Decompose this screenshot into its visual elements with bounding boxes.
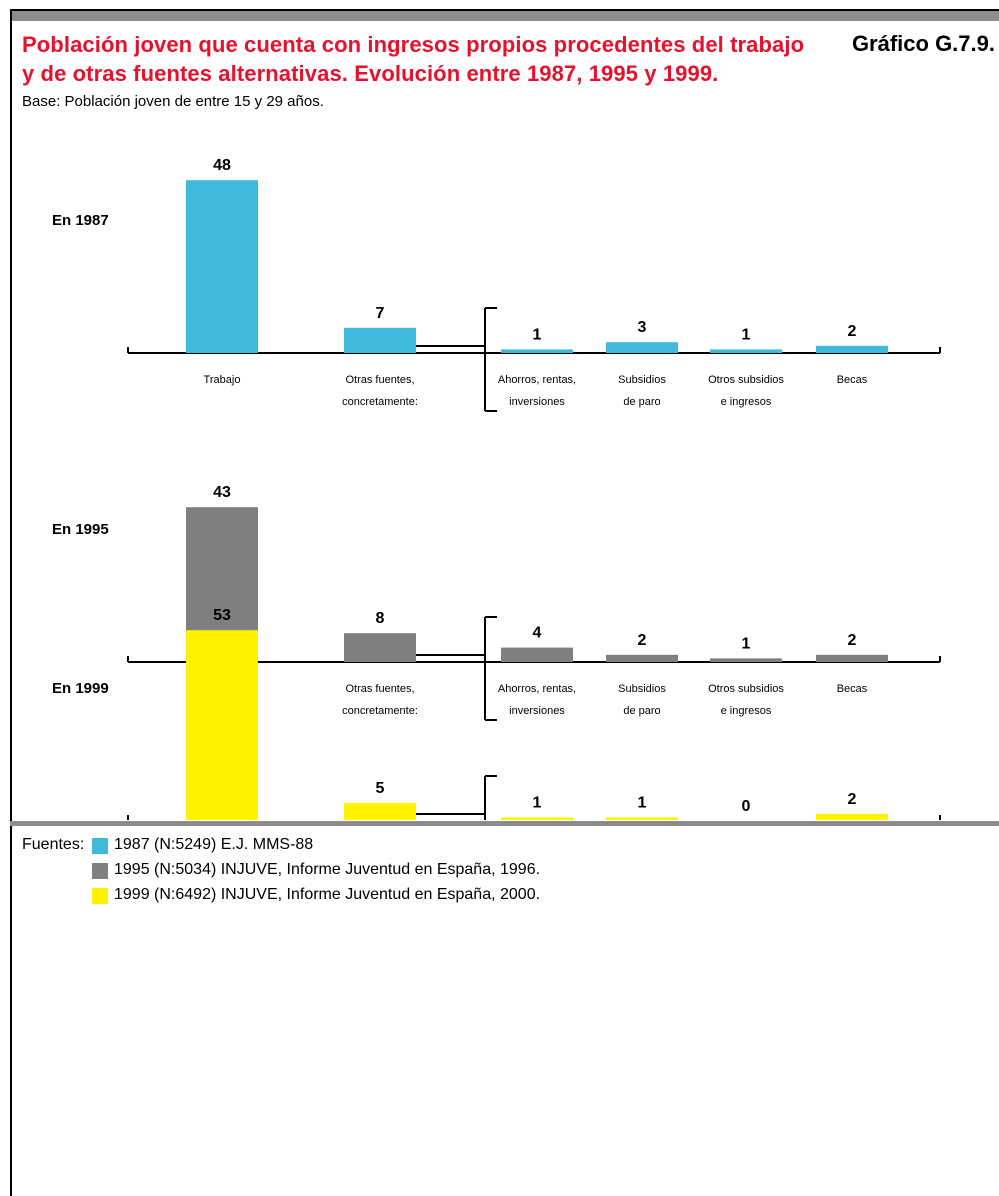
legend-swatch-1987 bbox=[92, 838, 108, 854]
bar-1 bbox=[344, 633, 416, 662]
bar-2 bbox=[501, 817, 573, 820]
data-label: 1 bbox=[533, 794, 542, 811]
data-label: 53 bbox=[213, 607, 231, 624]
data-label: 43 bbox=[213, 484, 231, 501]
bar-4 bbox=[710, 349, 782, 353]
chart-panel-1: En 199543Trabajo8Otras fuentes,concretam… bbox=[52, 484, 941, 721]
source-text: 1999 (N:6492) INJUVE, Informe Juventud e… bbox=[114, 886, 541, 903]
chart-panel-2: En 199953Trabajo5Otras fuentes,concretam… bbox=[52, 607, 941, 820]
bar-2 bbox=[501, 349, 573, 353]
data-label: 1 bbox=[742, 326, 751, 343]
category-label: Otros subsidios bbox=[708, 374, 784, 386]
data-label: 48 bbox=[213, 157, 231, 174]
category-label: e ingresos bbox=[721, 705, 772, 717]
data-label: 1 bbox=[742, 635, 751, 652]
bar-5 bbox=[816, 345, 888, 353]
bar-4 bbox=[710, 658, 782, 662]
bar-3 bbox=[606, 342, 678, 353]
category-label: inversiones bbox=[509, 705, 565, 717]
data-label: 7 bbox=[376, 305, 385, 322]
frame-left-border bbox=[10, 11, 12, 1196]
bar-2 bbox=[501, 647, 573, 662]
panel-year-label: En 1999 bbox=[52, 680, 109, 697]
bar-5 bbox=[816, 654, 888, 662]
bar-0 bbox=[186, 180, 258, 353]
top-gray-bar bbox=[10, 11, 999, 21]
category-label: Ahorros, rentas, bbox=[498, 374, 576, 386]
bar-5 bbox=[816, 813, 888, 820]
category-label: Subsidios bbox=[618, 683, 666, 695]
data-label: 1 bbox=[638, 794, 647, 811]
panel-year-label: En 1987 bbox=[52, 212, 109, 229]
footer-gray-bar bbox=[10, 821, 999, 826]
category-label: Ahorros, rentas, bbox=[498, 683, 576, 695]
data-label: 2 bbox=[848, 323, 857, 340]
panel-year-label: En 1995 bbox=[52, 521, 109, 538]
category-label: Becas bbox=[837, 683, 868, 695]
data-label: 2 bbox=[848, 632, 857, 649]
category-label: Otras fuentes, bbox=[345, 683, 414, 695]
category-label: inversiones bbox=[509, 396, 565, 408]
chart-title: Población joven que cuenta con ingresos … bbox=[22, 32, 805, 86]
bar-1 bbox=[344, 327, 416, 353]
data-label: 1 bbox=[533, 326, 542, 343]
category-label: concretamente: bbox=[342, 705, 418, 717]
category-label: Otros subsidios bbox=[708, 683, 784, 695]
bar-3 bbox=[606, 817, 678, 820]
category-label: Subsidios bbox=[618, 374, 666, 386]
bar-1 bbox=[344, 803, 416, 820]
category-label: Otras fuentes, bbox=[345, 374, 414, 386]
data-label: 3 bbox=[638, 319, 647, 336]
legend-swatch-1999 bbox=[92, 888, 108, 904]
data-label: 5 bbox=[376, 780, 385, 797]
category-label: e ingresos bbox=[721, 396, 772, 408]
source-text: 1987 (N:5249) E.J. MMS-88 bbox=[114, 836, 314, 853]
source-text: 1995 (N:5034) INJUVE, Informe Juventud e… bbox=[114, 861, 541, 878]
chart-panel-0: En 1987 48 Trabajo 7 Otras fuentes, concretam… bbox=[52, 157, 941, 412]
category-label: Trabajo bbox=[204, 374, 241, 386]
category-label: de paro bbox=[623, 396, 660, 408]
data-label: 4 bbox=[533, 625, 542, 642]
data-label: 2 bbox=[638, 632, 647, 649]
data-label: 8 bbox=[376, 610, 385, 627]
bar-3 bbox=[606, 654, 678, 662]
category-label: de paro bbox=[623, 705, 660, 717]
chart-subtitle: Base: Población joven de entre 15 y 29 a… bbox=[22, 93, 324, 110]
category-label: Becas bbox=[837, 374, 868, 386]
data-label: 2 bbox=[848, 791, 857, 808]
category-label: concretamente: bbox=[342, 396, 418, 408]
legend-swatch-1995 bbox=[92, 863, 108, 879]
sources-label: Fuentes: bbox=[22, 836, 85, 853]
chart-id: Gráfico G.7.9. bbox=[851, 31, 995, 56]
bar-0 bbox=[186, 630, 258, 820]
frame-top-border bbox=[10, 9, 999, 11]
data-label: 0 bbox=[742, 798, 751, 815]
